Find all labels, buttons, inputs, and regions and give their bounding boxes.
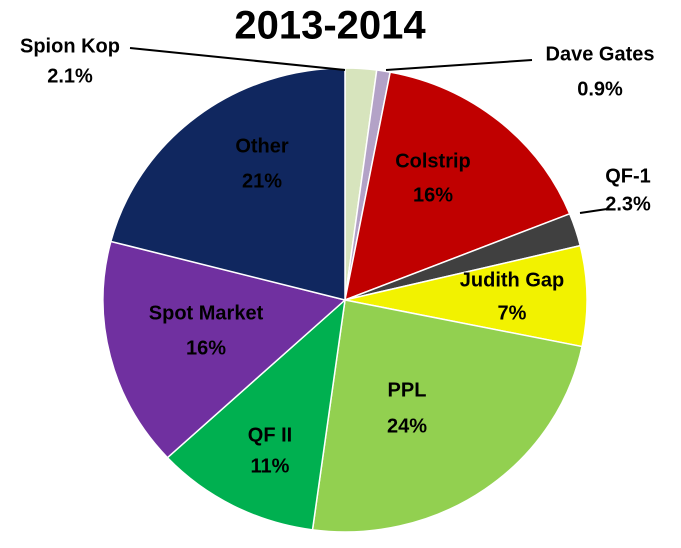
slice-value: 0.9% xyxy=(577,78,623,100)
slice-value: 16% xyxy=(186,337,226,359)
slice-value: 24% xyxy=(387,415,427,437)
slice-label: Other xyxy=(235,135,289,157)
slice-value: 21% xyxy=(242,170,282,192)
pie-slice xyxy=(109,67,346,301)
leader-line xyxy=(579,208,608,214)
slice-value: 7% xyxy=(498,302,527,324)
slice-value: 2.3% xyxy=(605,193,651,215)
pie-slice xyxy=(166,298,347,531)
chart-title: 2013-2014 xyxy=(234,4,426,48)
slice-value: 11% xyxy=(251,455,290,477)
slice-value: 16% xyxy=(413,184,453,206)
slice-label: Judith Gap xyxy=(460,269,564,291)
slice-label: QF II xyxy=(248,424,292,446)
leader-line xyxy=(129,47,346,71)
pie-slice xyxy=(344,244,588,348)
slice-label: Spot Market xyxy=(149,302,264,324)
slice-label: PPL xyxy=(388,379,427,401)
slice-label: QF-1 xyxy=(605,165,651,187)
slice-label: Dave Gates xyxy=(546,43,655,65)
slice-value: 2.1% xyxy=(47,65,93,87)
pie-slice xyxy=(343,71,571,302)
slice-label: Colstrip xyxy=(395,150,471,172)
pie-slice xyxy=(311,299,583,533)
leader-line xyxy=(385,59,533,71)
slice-label: Spion Kop xyxy=(20,35,120,57)
pie-slice xyxy=(102,240,347,459)
